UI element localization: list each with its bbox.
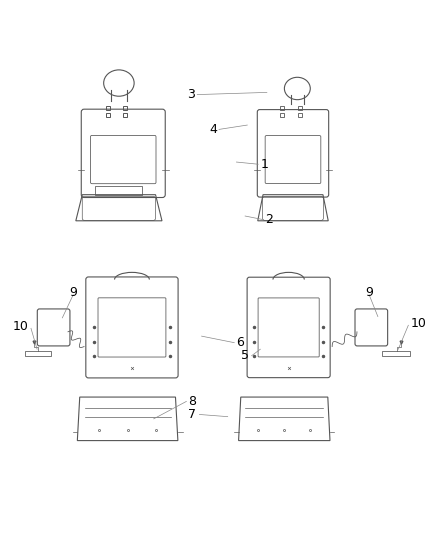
Text: 3: 3 bbox=[187, 88, 195, 101]
Text: 2: 2 bbox=[265, 213, 272, 226]
Text: 8: 8 bbox=[188, 395, 197, 408]
Text: 5: 5 bbox=[240, 349, 249, 362]
Text: 7: 7 bbox=[188, 408, 196, 421]
Bar bbox=[95, 186, 142, 195]
Text: 10: 10 bbox=[410, 318, 426, 330]
Text: 10: 10 bbox=[13, 320, 28, 333]
Text: 4: 4 bbox=[209, 123, 217, 136]
Text: 6: 6 bbox=[237, 336, 244, 349]
Text: 9: 9 bbox=[69, 286, 77, 299]
Text: 9: 9 bbox=[365, 286, 373, 299]
Text: 1: 1 bbox=[260, 158, 268, 171]
